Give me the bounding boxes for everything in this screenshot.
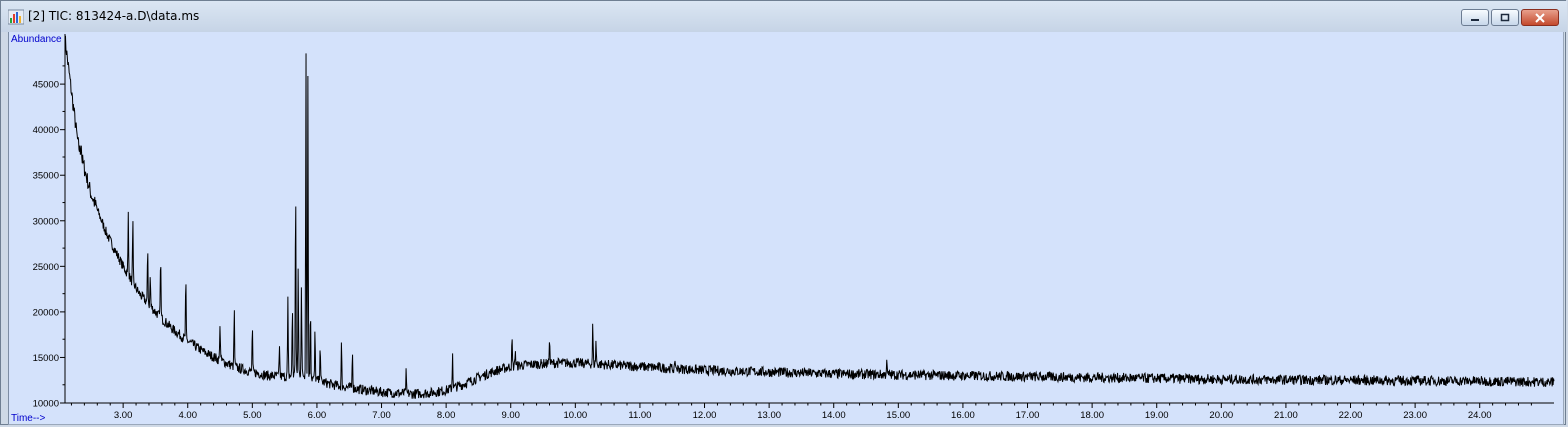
x-tick-label: 11.00 [628,410,651,421]
x-tick-label: 18.00 [1080,410,1104,421]
y-tick-label: 25000 [33,262,59,273]
x-tick-label: 15.00 [886,410,910,421]
y-tick-label: 35000 [33,171,59,182]
y-tick-label: 45000 [33,80,59,91]
x-tick-label: 17.00 [1016,410,1040,421]
restore-button[interactable] [1491,9,1519,26]
x-axis: 3.00 4.00 5.00 6.00 7.00 8.00 9.00 10.00 11.00 12… [65,402,1554,421]
y-tick-label: 40000 [33,125,59,136]
x-tick-label: 22.00 [1339,410,1363,421]
x-tick-label: 13.00 [757,410,781,421]
y-tick-label: 20000 [33,307,59,318]
minimize-icon [1471,18,1479,21]
x-tick-label: 8.00 [437,410,456,421]
close-icon [1535,12,1545,23]
chromatogram-plot: 10000 15000 20000 25000 30000 35000 40000 45000… [11,34,1555,424]
x-tick-label: 24.00 [1468,410,1492,421]
x-tick-label: 21.00 [1274,410,1298,421]
y-axis-label: Abundance [11,34,62,45]
tic-series-line [64,35,1555,399]
x-tick-label: 7.00 [372,410,391,421]
chromatogram-app-icon [8,9,24,25]
chromatogram-chart: 10000 15000 20000 25000 30000 35000 40000 45000… [8,32,1564,425]
x-tick-label: 20.00 [1209,410,1233,421]
x-axis-label: Time--> [11,413,46,424]
y-tick-label: 30000 [33,216,59,227]
x-tick-label: 3.00 [114,410,133,421]
x-tick-label: 4.00 [178,410,197,421]
close-button[interactable] [1521,9,1559,26]
title-bar[interactable]: [2] TIC: 813424-a.D\data.ms [1,1,1567,32]
x-tick-label: 23.00 [1403,410,1427,421]
x-tick-label: 10.00 [563,410,587,421]
y-tick-label: 10000 [33,399,59,410]
x-tick-label: 12.00 [693,410,717,421]
y-axis: 10000 15000 20000 25000 30000 35000 40000 45000 [33,34,66,410]
x-tick-label: 16.00 [951,410,975,421]
minimize-button[interactable] [1461,9,1489,26]
y-tick-label: 15000 [33,353,59,364]
window-title: [2] TIC: 813424-a.D\data.ms [28,9,200,23]
restore-icon [1500,13,1510,22]
x-tick-label: 19.00 [1145,410,1169,421]
window-controls [1459,9,1559,26]
x-tick-label: 5.00 [243,410,262,421]
x-tick-label: 6.00 [308,410,327,421]
x-tick-label: 9.00 [501,410,520,421]
x-tick-label: 14.00 [822,410,846,421]
